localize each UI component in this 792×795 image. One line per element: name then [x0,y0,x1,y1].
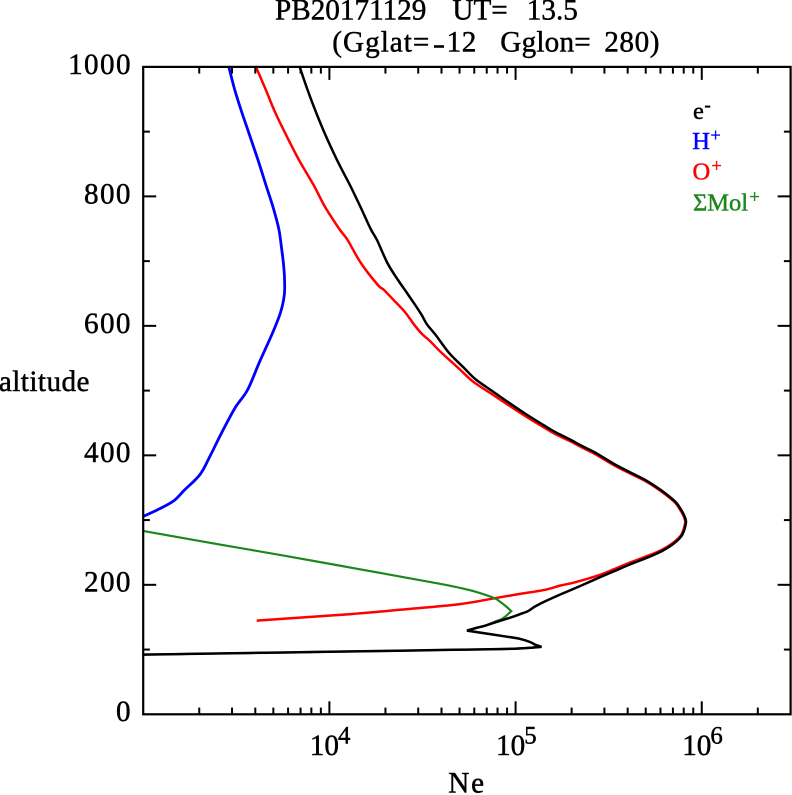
svg-text:e: e [693,98,704,125]
svg-text:PB20171129: PB20171129 [275,0,426,27]
svg-text:5: 5 [524,723,536,750]
svg-text:+: + [750,186,760,206]
svg-text:ΣMol: ΣMol [693,190,748,217]
svg-text:10: 10 [496,730,525,762]
svg-text:10: 10 [682,730,711,762]
svg-text:12: 12 [447,27,477,59]
svg-text:O: O [693,159,711,186]
svg-text:(Gglat=: (Gglat= [332,27,430,59]
svg-text:600: 600 [84,308,132,340]
svg-text:+: + [711,125,721,145]
svg-text:Gglon=: Gglon= [500,27,591,59]
svg-text:0: 0 [116,696,132,728]
svg-text:UT=: UT= [452,0,507,27]
svg-text:1000: 1000 [68,49,132,81]
svg-text:altitude: altitude [0,366,90,398]
svg-text:H: H [692,128,710,155]
svg-text:400: 400 [84,437,132,469]
svg-text:10: 10 [310,730,339,762]
svg-text:4: 4 [338,723,351,750]
svg-text:+: + [712,155,722,175]
svg-text:200: 200 [84,567,132,599]
svg-text:Ne: Ne [448,767,486,795]
svg-text:6: 6 [710,723,722,750]
svg-text:800: 800 [84,178,132,210]
svg-text:13.5: 13.5 [527,0,578,27]
svg-text:280): 280) [604,27,660,59]
